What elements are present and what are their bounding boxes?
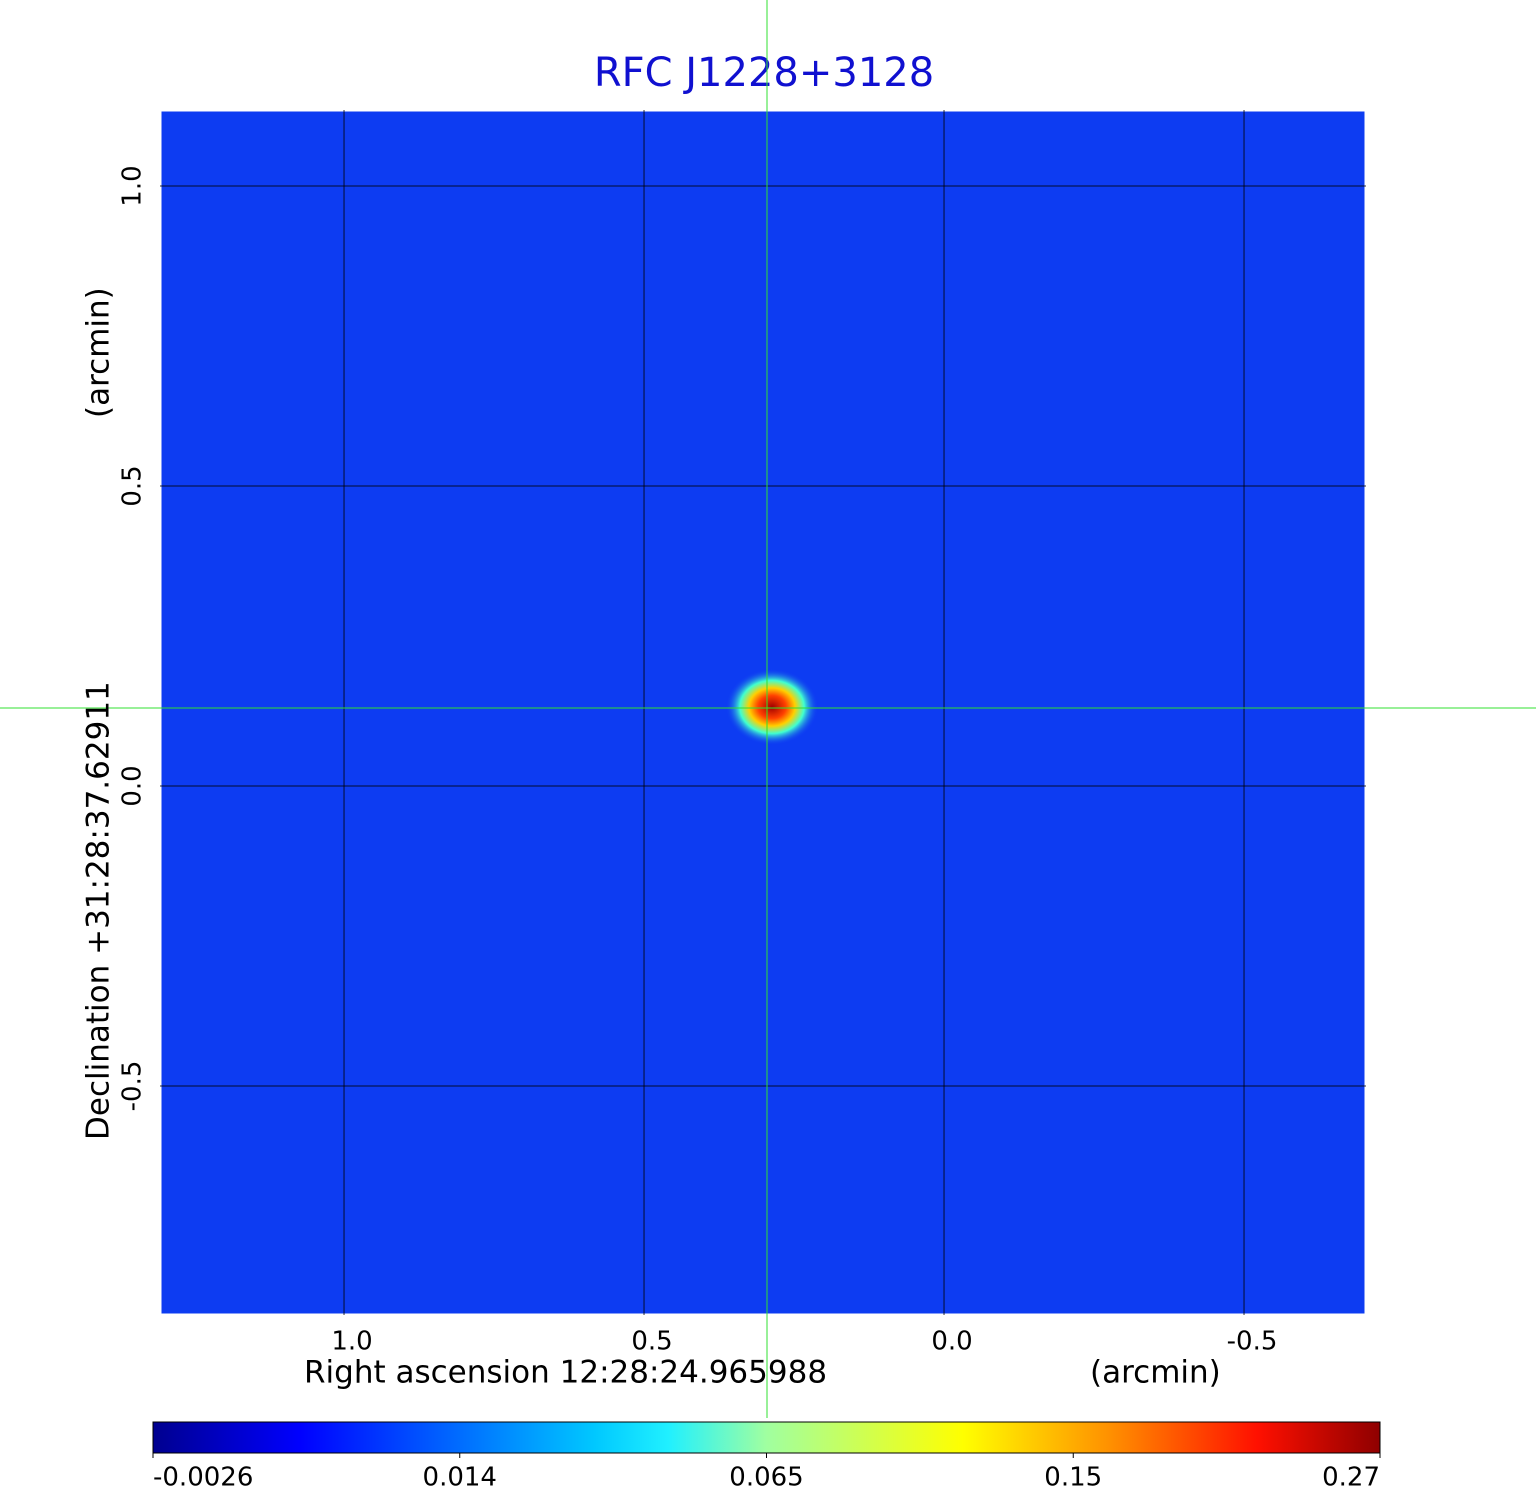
x-axis-unit: (arcmin) (1090, 1355, 1221, 1391)
y-tick-label: 1.0 (118, 165, 148, 206)
x-tick-label: -0.5 (1227, 1327, 1278, 1357)
x-tick-label: 1.0 (331, 1327, 372, 1357)
colorbar-tick-label: 0.27 (1322, 1463, 1380, 1493)
x-tick-label: 0.5 (631, 1327, 672, 1357)
source (726, 669, 818, 745)
colorbar-tick-label: 0.065 (729, 1463, 803, 1493)
chart-title: RFC J1228+3128 (594, 50, 934, 96)
colorbar-tick-label: 0.15 (1044, 1463, 1102, 1493)
y-tick-label: 0.5 (118, 465, 148, 506)
y-tick-label: -0.5 (118, 1061, 148, 1112)
y-axis-unit: (arcmin) (81, 287, 117, 418)
colorbar-tick-label: 0.014 (423, 1463, 497, 1493)
x-tick-label: 0.0 (931, 1327, 972, 1357)
colorbar-tick-label: -0.0026 (153, 1463, 253, 1493)
x-axis-label: Right ascension 12:28:24.965988 (304, 1355, 827, 1391)
colorbar (152, 1421, 1381, 1454)
y-tick-label: 0.0 (118, 765, 148, 806)
y-axis-label: Declination +31:28:37.62911 (81, 681, 117, 1140)
